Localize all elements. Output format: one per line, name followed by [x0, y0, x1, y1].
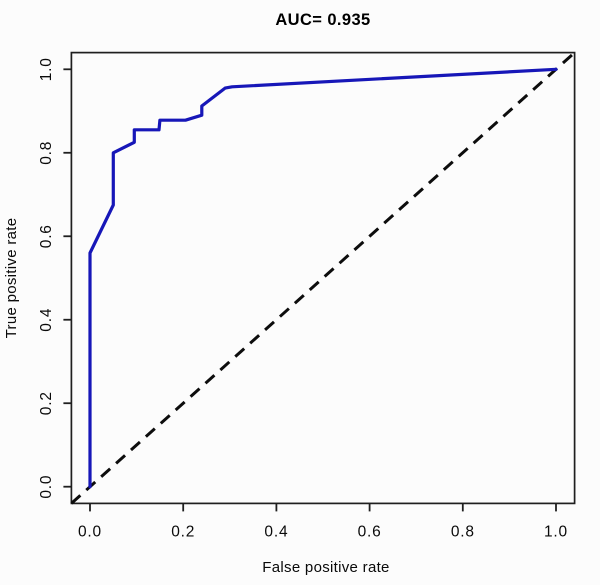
x-axis-ticks: 0.0 0.2 0.4 0.6 0.8 1.0: [78, 503, 568, 540]
y-tick-label: 0.8: [38, 141, 55, 165]
x-tick-label: 0.6: [358, 523, 382, 540]
y-axis-label: True positive rate: [3, 218, 20, 339]
x-tick-label: 0.2: [171, 523, 195, 540]
y-tick-label: 0.6: [38, 224, 55, 248]
y-tick-label: 0.0: [38, 475, 55, 499]
chart-title: AUC= 0.935: [275, 11, 370, 29]
chance-diagonal-line: [70, 51, 576, 505]
y-tick-label: 1.0: [38, 57, 55, 81]
plot-frame-box: [70, 51, 576, 505]
x-axis-label: False positive rate: [262, 559, 389, 576]
roc-curve-line: [88, 67, 558, 489]
x-tick-label: 0.4: [264, 523, 288, 540]
y-axis-ticks: 0.0 0.2 0.4 0.6 0.8 1.0: [38, 57, 72, 499]
x-tick-label: 0.0: [78, 523, 102, 540]
y-tick-label: 0.2: [38, 391, 55, 415]
y-tick-label: 0.4: [38, 308, 55, 332]
x-tick-label: 1.0: [544, 523, 568, 540]
x-tick-label: 0.8: [451, 523, 475, 540]
